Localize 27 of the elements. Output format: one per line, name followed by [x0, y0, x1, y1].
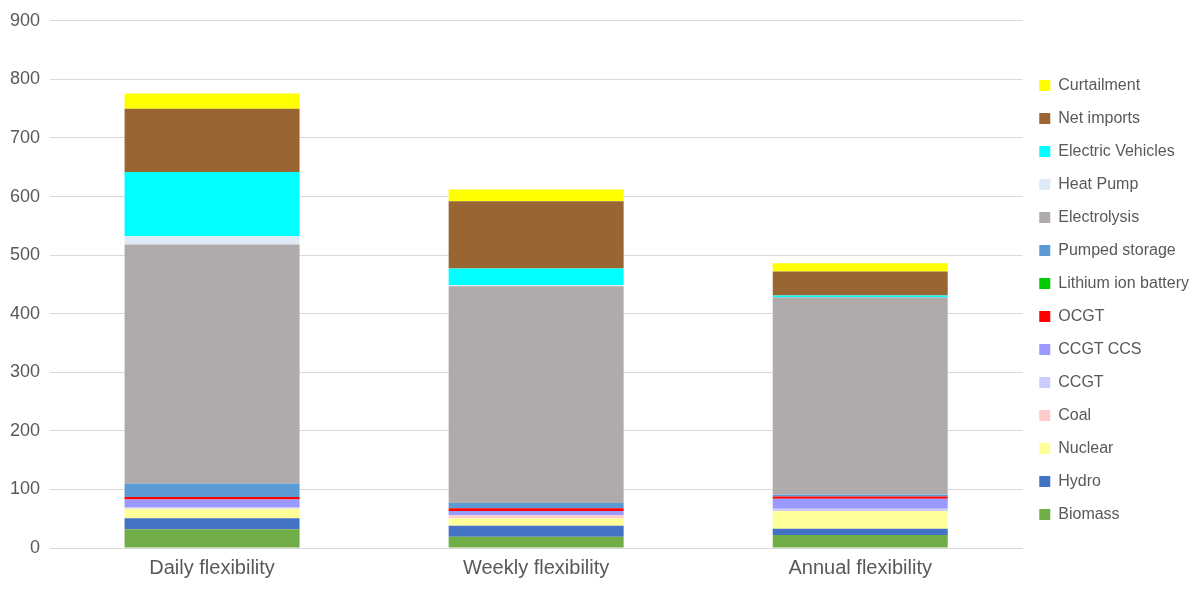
y-tick-label: 100	[9, 478, 41, 499]
y-tick-label: 600	[9, 185, 41, 206]
legend-label: Biomass	[1058, 504, 1120, 522]
legend-label: CCGT	[1058, 372, 1104, 390]
x-tick-label: Daily flexibility	[149, 555, 275, 578]
y-tick-label: 900	[9, 9, 41, 30]
legend-label: Heat Pump	[1058, 174, 1139, 192]
y-tick-label: 200	[9, 419, 41, 440]
legend-label: Hydro	[1058, 471, 1102, 489]
y-tick-label: 800	[9, 68, 41, 89]
x-tick-label: Annual flexibility	[788, 555, 932, 578]
legend-label: CCGT CCS	[1058, 339, 1142, 357]
y-tick-label: 700	[9, 126, 41, 147]
y-tick-label: 0	[30, 536, 41, 557]
legend-label: Nuclear	[1058, 438, 1115, 456]
legend-label: Electric Vehicles	[1058, 141, 1175, 159]
legend-label: Curtailment	[1058, 75, 1141, 93]
legend-label: Electrolysis	[1058, 207, 1140, 225]
x-tick-label: Weekly flexibility	[462, 555, 610, 578]
legend-label: Pumped storage	[1058, 240, 1176, 258]
y-tick-label: 500	[9, 244, 41, 265]
legend-label: Coal	[1058, 405, 1092, 423]
legend-label: Net imports	[1058, 108, 1141, 126]
y-tick-label: 300	[9, 361, 41, 382]
legend-label: OCGT	[1058, 306, 1105, 324]
legend-label: Lithium ion battery	[1058, 273, 1189, 291]
y-tick-label: 400	[9, 302, 41, 323]
